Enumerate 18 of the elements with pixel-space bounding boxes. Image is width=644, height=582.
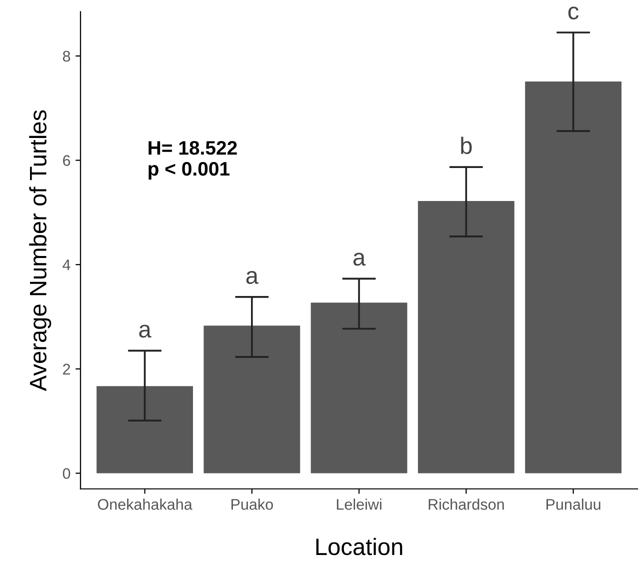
y-tick-label: 2 [63,364,70,374]
x-tick-label: Punaluu [546,498,600,510]
y-tick-label: 4 [62,260,70,270]
annotation: c [568,6,579,20]
annotation: b [461,136,472,154]
x-tick-label: Onekahakaha [98,498,192,510]
y-tick-label: 6 [63,155,70,166]
x-tick-label: Puako [232,498,273,510]
annotation: a [353,252,366,266]
x-tick-label: Richardson [428,498,504,510]
annotation: a [246,271,258,284]
annotation: a [139,324,152,338]
x-tick-label: Leleiwi [336,498,382,510]
y-tick-label: 0 [62,468,70,479]
x-axis-title: Location [316,538,402,556]
y-tick-label: 8 [62,50,70,62]
y-axis-title: Average Number of Turtles [29,110,52,392]
annotation: H= 18.522 p < 0.001 [148,141,237,180]
